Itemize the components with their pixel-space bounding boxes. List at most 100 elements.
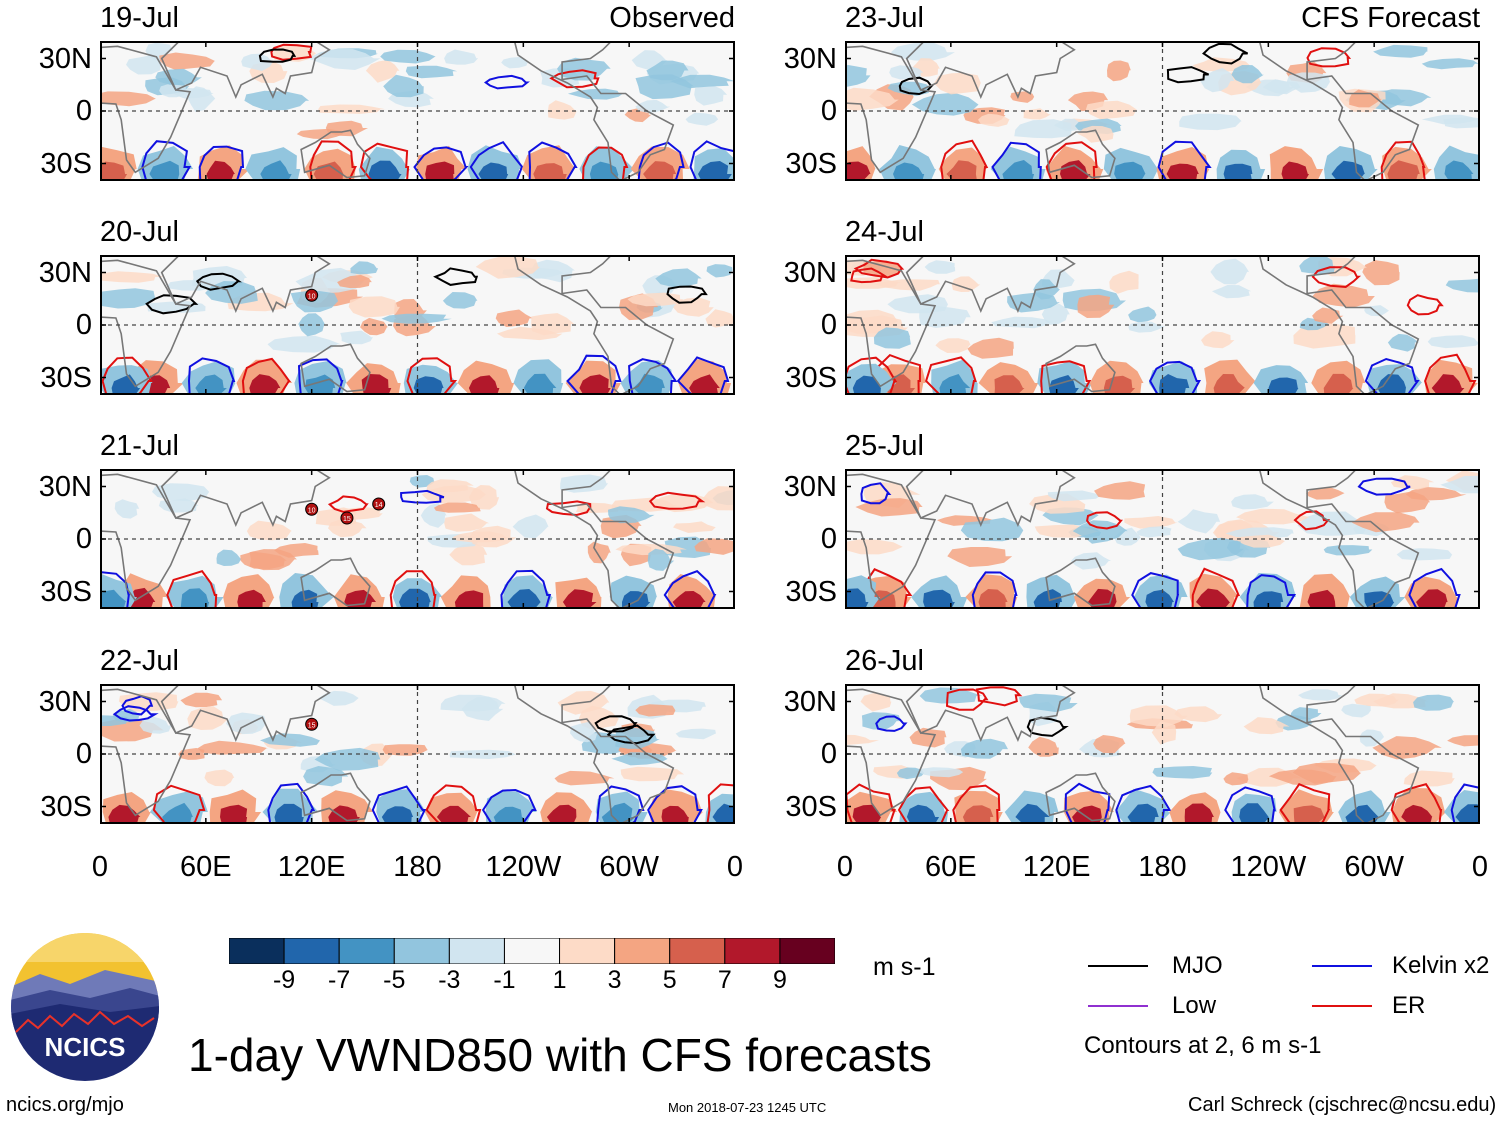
storm-id: 15 [343,516,351,523]
wave-contour [1064,782,1111,824]
wave-contour [166,570,218,609]
anomaly-shading [1239,803,1270,824]
anomaly-shading [216,549,242,566]
anomaly-shading [180,588,210,609]
anomaly-shading [887,81,932,96]
wave-contour [389,570,437,609]
panel-date: 20-Jul [100,216,179,248]
y-tick-label: 0 [820,523,837,555]
anomaly-shading [413,376,444,395]
wave-contour [1279,782,1331,824]
anomaly-shading [155,68,202,86]
wave-contour [359,142,410,181]
map-panel [100,41,735,181]
anomaly-shading [633,373,665,395]
anomaly-shading [303,766,349,787]
anomaly-shading [361,374,392,395]
wave-contour [267,782,316,824]
anomaly-shading [547,100,577,120]
wave-contour [1202,42,1249,65]
wave-contour [1408,567,1461,609]
wave-contour [850,267,888,284]
wave-contour [860,482,892,505]
anomaly-shading [1210,258,1249,285]
anomaly-shading [195,374,227,395]
forecast-label: CFS Forecast [1301,2,1480,34]
anomaly-shading [661,805,689,824]
wave-contour [297,358,344,395]
storm-id: 10 [308,507,316,514]
anomaly-shading [1174,706,1223,723]
wave-contour [469,140,525,181]
legend-low: Low [1172,992,1217,1019]
land-outline [300,557,371,607]
wave-contour [413,146,469,181]
panel-date: 23-Jul [845,2,924,34]
anomaly-shading [1060,160,1091,181]
wave-contour [663,570,717,609]
anomaly-shading [533,163,567,181]
anomaly-shading [705,309,735,328]
wave-contour [258,48,297,63]
anomaly-shading [405,65,458,79]
anomaly-shading [1028,736,1059,757]
anomaly-shading [570,722,598,743]
colorbar-tick-label: 7 [717,966,732,994]
anomaly-shading [348,296,400,318]
legend-mjo-line [1088,965,1148,967]
legend-mjo: MJO [1172,952,1223,979]
anomaly-shading [706,264,733,278]
anomaly-shading [845,161,871,181]
anomaly-shading [962,805,994,824]
anomaly-shading [1184,803,1214,824]
anomaly-shading [1212,285,1252,299]
anomaly-shading [712,803,735,824]
anomaly-shading [1396,548,1453,561]
anomaly-shading [554,770,615,786]
colorbar-tick-label: 3 [607,966,622,994]
anomaly-shading [845,539,903,555]
anomaly-shading [461,696,504,721]
anomaly-shading [365,60,400,83]
anomaly-shading [381,806,414,824]
anomaly-shading [274,803,304,824]
map-panel [845,469,1480,609]
y-tick-label: 30S [40,790,92,823]
contour-note: Contours at 2, 6 m s-1 [1084,1032,1322,1059]
wave-contour [945,688,989,711]
land-outline [905,255,1076,314]
anomaly-shading [1401,804,1433,824]
wave-contour [1086,511,1123,530]
anomaly-shading [1201,331,1235,349]
x-tick-label: 120W [485,851,562,883]
anomaly-shading [240,551,287,569]
wave-contour [112,705,159,722]
anomaly-shading [1413,694,1455,711]
land-outline [905,684,1076,743]
colorbar-tick-label: 5 [662,966,677,994]
anomaly-shading [1145,589,1174,609]
anomaly-shading [655,268,702,288]
wave-contour [481,788,537,824]
anomaly-shading [1293,805,1325,824]
colorbar-swatch [229,938,285,964]
anomaly-shading [845,588,869,609]
anomaly-shading [960,517,1024,542]
anomaly-shading [890,42,955,61]
anomaly-shading [478,162,509,181]
y-tick-label: 30N [38,685,92,718]
anomaly-shading [923,589,955,609]
land-outline [1258,255,1420,395]
anomaly-shading [1237,534,1285,548]
footer-left: ncics.org/mjo [6,1094,124,1116]
anomaly-shading [643,161,677,181]
colorbar-swatch [393,938,450,964]
anomaly-shading [425,161,455,181]
wave-contour [141,140,192,181]
y-tick-label: 0 [75,523,92,555]
anomaly-shading [845,64,871,87]
land-outline [100,688,192,817]
storm-marker [305,502,319,516]
land-outline [1258,469,1420,609]
wave-contour [528,141,578,181]
